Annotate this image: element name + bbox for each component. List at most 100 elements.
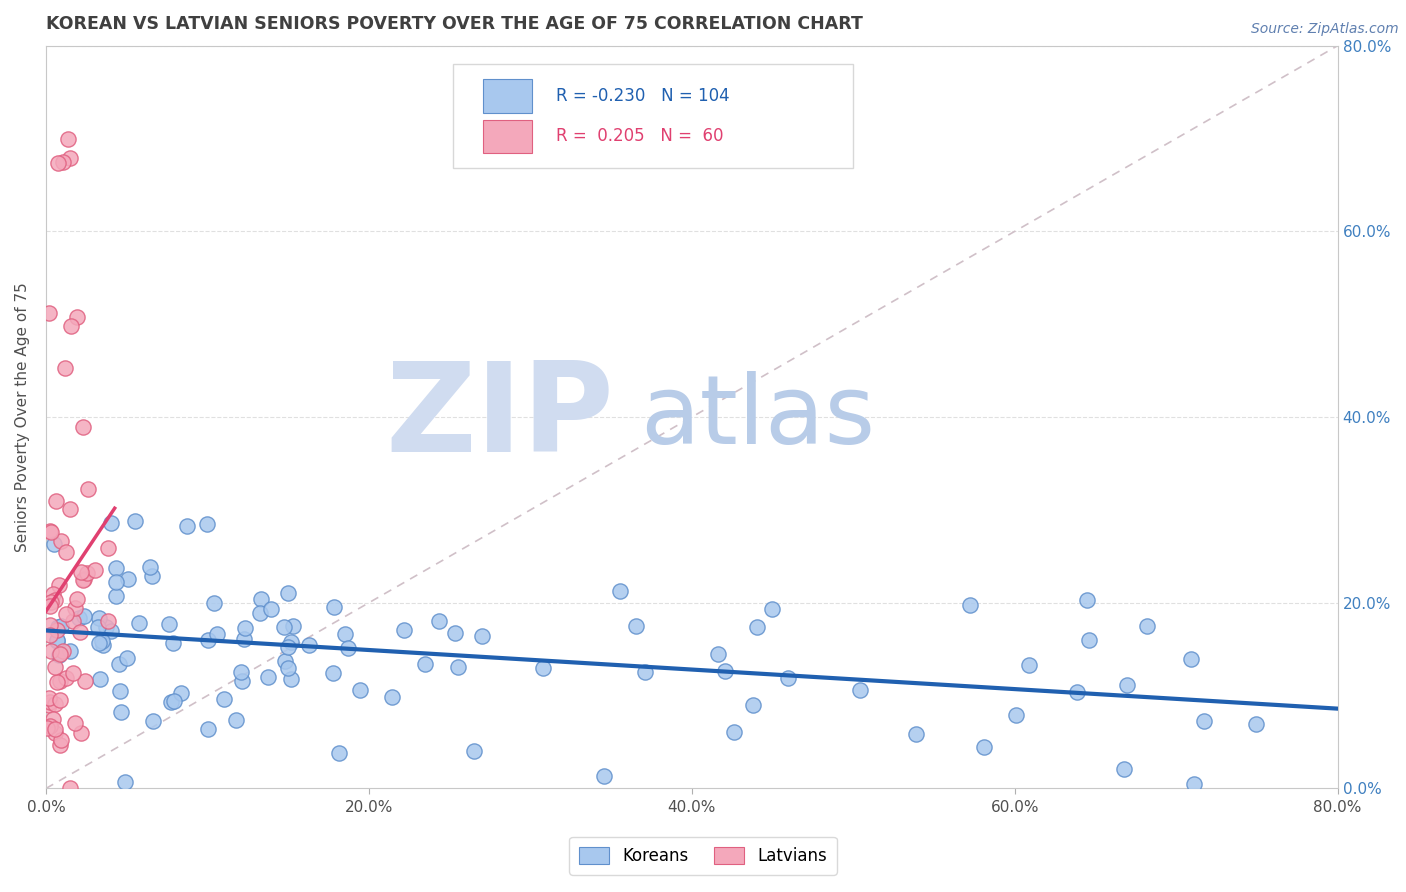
- Point: [83, 563, 105, 577]
- Point: [776, 671, 799, 685]
- Point: [336, 640, 359, 655]
- Point: [328, 746, 350, 760]
- Point: [904, 727, 927, 741]
- Point: [1244, 717, 1267, 731]
- Point: [142, 714, 165, 728]
- Point: [634, 665, 657, 679]
- Point: [96, 620, 118, 634]
- Point: [38, 599, 60, 614]
- Point: [257, 670, 280, 684]
- Point: [69, 726, 91, 740]
- Point: [52, 155, 75, 169]
- Point: [44, 726, 66, 740]
- Point: [260, 602, 283, 616]
- Point: [55, 607, 77, 622]
- Point: [37, 721, 59, 735]
- Point: [46, 620, 69, 634]
- Point: [42, 712, 65, 726]
- Point: [75, 674, 97, 689]
- Point: [229, 665, 252, 680]
- Point: [110, 683, 132, 698]
- Point: [44, 697, 66, 711]
- Point: [163, 694, 186, 708]
- Point: [73, 608, 96, 623]
- Point: [66, 310, 89, 325]
- FancyBboxPatch shape: [482, 79, 531, 113]
- Point: [39, 525, 62, 540]
- Point: [48, 647, 70, 661]
- Point: [91, 634, 114, 648]
- Point: [87, 636, 110, 650]
- Point: [62, 614, 84, 628]
- Point: [49, 692, 72, 706]
- Point: [59, 151, 82, 165]
- Point: [280, 672, 302, 686]
- Point: [45, 493, 67, 508]
- Point: [117, 573, 139, 587]
- Point: [48, 739, 70, 753]
- Point: [53, 361, 76, 376]
- Text: Source: ZipAtlas.com: Source: ZipAtlas.com: [1251, 22, 1399, 37]
- Point: [274, 654, 297, 668]
- Point: [197, 633, 219, 648]
- Point: [97, 541, 120, 555]
- Point: [46, 674, 69, 689]
- Point: [42, 537, 65, 551]
- Point: [124, 514, 146, 528]
- Point: [38, 695, 60, 709]
- Point: [1076, 593, 1098, 607]
- Point: [48, 648, 70, 662]
- Point: [197, 723, 219, 737]
- Point: [44, 722, 66, 736]
- Point: [72, 574, 94, 588]
- Point: [66, 592, 89, 607]
- Point: [65, 716, 87, 731]
- Text: KOREAN VS LATVIAN SENIORS POVERTY OVER THE AGE OF 75 CORRELATION CHART: KOREAN VS LATVIAN SENIORS POVERTY OVER T…: [46, 15, 863, 33]
- Point: [298, 638, 321, 652]
- Point: [67, 610, 90, 624]
- Point: [69, 625, 91, 640]
- Point: [91, 638, 114, 652]
- Point: [277, 660, 299, 674]
- Text: atlas: atlas: [640, 370, 876, 464]
- Point: [110, 705, 132, 719]
- Point: [624, 619, 647, 633]
- Legend: Koreans, Latvians: Koreans, Latvians: [569, 837, 837, 875]
- Point: [114, 774, 136, 789]
- Point: [333, 626, 356, 640]
- Text: ZIP: ZIP: [385, 357, 614, 477]
- Point: [232, 632, 254, 647]
- Point: [62, 665, 84, 680]
- Point: [225, 713, 247, 727]
- Point: [39, 618, 62, 632]
- Point: [706, 647, 728, 661]
- Point: [1115, 678, 1137, 692]
- Point: [742, 698, 765, 712]
- Point: [139, 560, 162, 574]
- Point: [38, 698, 60, 712]
- Point: [38, 691, 60, 706]
- Point: [60, 319, 83, 334]
- Point: [745, 620, 768, 634]
- Point: [1066, 685, 1088, 699]
- Point: [444, 626, 467, 640]
- Point: [1018, 658, 1040, 673]
- Point: [280, 634, 302, 648]
- Point: [273, 620, 295, 634]
- Point: [1005, 708, 1028, 723]
- Point: [1180, 652, 1202, 666]
- Point: [848, 682, 870, 697]
- Point: [593, 769, 616, 783]
- Point: [89, 611, 111, 625]
- Point: [39, 524, 62, 538]
- Point: [76, 566, 98, 581]
- Point: [41, 643, 63, 657]
- Point: [38, 305, 60, 319]
- Point: [212, 691, 235, 706]
- Point: [55, 671, 77, 685]
- Point: [100, 516, 122, 531]
- Point: [58, 132, 80, 146]
- Point: [1112, 762, 1135, 776]
- Point: [51, 733, 73, 747]
- Point: [76, 482, 98, 496]
